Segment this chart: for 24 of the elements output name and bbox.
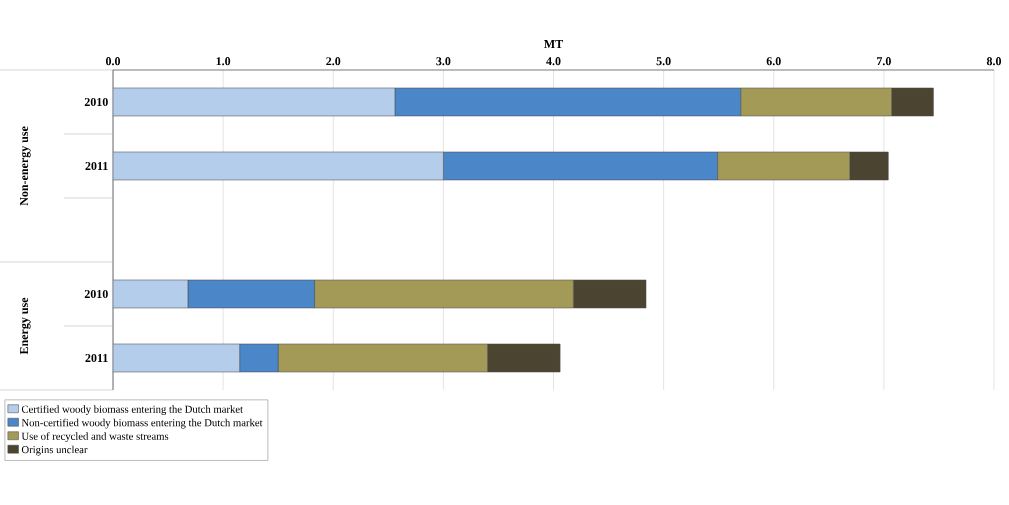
x-tick-label: 3.0 <box>436 57 451 66</box>
x-tick-label: 1.0 <box>216 57 231 66</box>
y-tick-label: 2011 <box>85 353 108 363</box>
x-tick-label: 2.0 <box>326 57 341 66</box>
legend-label: Origins unclear <box>21 445 88 456</box>
x-tick-label: 6.0 <box>766 57 781 66</box>
legend-label: Non-certified woody biomass entering the Dutch market <box>21 418 263 429</box>
text: Energy use <box>20 297 31 355</box>
x-tick-label: 5.0 <box>656 57 671 66</box>
bar <box>113 151 444 181</box>
bar <box>113 279 189 309</box>
y-tick-label: 2010 <box>84 289 108 299</box>
x-tick-label: 4.0 <box>546 57 561 66</box>
legend-label: Certified woody biomass entering the Dutch market <box>21 405 243 415</box>
bar <box>113 343 240 373</box>
text: Non-energy use <box>20 126 31 206</box>
x-tick-label: 0.0 <box>105 57 121 66</box>
y-tick-label: 2010 <box>84 97 108 107</box>
legend-label: Use of recycled and waste streams <box>21 432 169 443</box>
x-tick-label: 8.0 <box>986 57 1002 66</box>
y-tick-label: 2011 <box>85 161 108 171</box>
bar <box>113 87 396 117</box>
x-tick-label: 7.0 <box>877 57 891 66</box>
x-axis-title: MT <box>544 40 563 48</box>
